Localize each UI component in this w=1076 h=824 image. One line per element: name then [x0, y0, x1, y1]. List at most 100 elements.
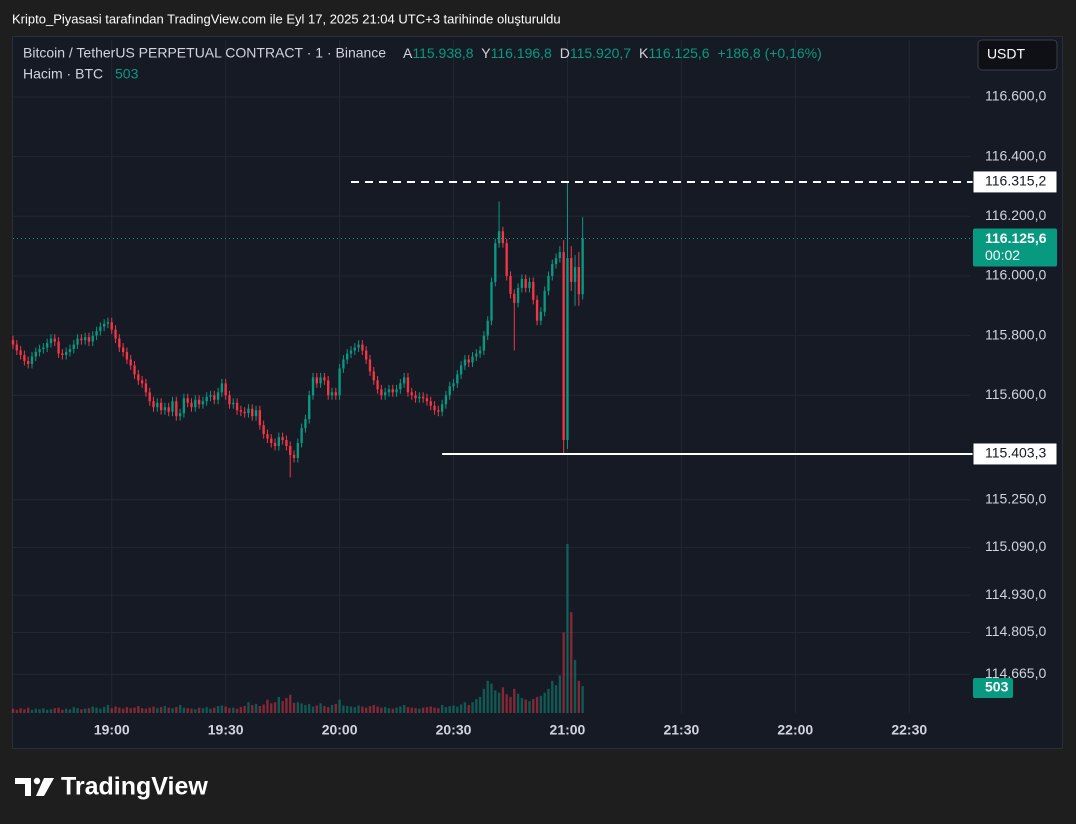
candle-body: [486, 320, 489, 336]
candle-body: [273, 443, 277, 447]
candle-body: [581, 238, 584, 295]
volume-bar: [72, 707, 75, 713]
logo-shape: [36, 778, 54, 796]
volume-bar: [387, 708, 391, 713]
volume-bar: [38, 709, 41, 713]
candle-body: [175, 401, 178, 417]
volume-bar: [532, 699, 535, 713]
candle-body: [448, 386, 451, 396]
volume-bar: [91, 706, 94, 713]
volume-bar: [270, 703, 273, 713]
currency-button[interactable]: [977, 39, 1058, 71]
volume-bar: [300, 703, 303, 713]
volume-bar: [144, 708, 148, 713]
legend-value: 116.125,6: [648, 45, 709, 61]
candle-body: [543, 290, 546, 312]
candle-body: [490, 281, 493, 321]
candle-body: [311, 377, 315, 396]
y-tick-label: 116.400,0: [985, 147, 1046, 163]
volume-bar: [68, 709, 72, 713]
candle-body: [228, 395, 231, 405]
candle-body: [239, 410, 243, 412]
candle-body: [494, 243, 497, 282]
candle-body: [357, 344, 360, 348]
candle-body: [452, 383, 455, 387]
x-tick-label: 22:00: [777, 722, 813, 738]
volume-bar: [581, 686, 584, 713]
volume-bar: [524, 699, 527, 713]
legend-value: 115.938,8: [412, 45, 473, 61]
x-tick-label: 19:00: [94, 722, 130, 738]
volume-bar: [444, 707, 448, 713]
candle-body: [577, 267, 581, 295]
candle-body: [163, 407, 167, 411]
x-tick-label: 19:30: [208, 722, 244, 738]
volume-bar: [516, 693, 520, 713]
volume-bar: [361, 706, 364, 713]
y-tick-label: 116.200,0: [985, 207, 1046, 223]
volume-bar: [459, 704, 463, 713]
volume-bar: [99, 708, 102, 713]
legend-key: Y: [481, 45, 491, 61]
candle-body: [251, 408, 254, 417]
candle-body: [342, 359, 345, 369]
candle-body: [182, 398, 186, 414]
legend-change: +186,8 (+0,16%): [717, 45, 821, 61]
volume-legend-value: 503: [115, 66, 139, 82]
logo-shape: [15, 778, 31, 796]
candle-body: [87, 337, 91, 342]
volume-bar: [285, 697, 288, 713]
candle-body: [167, 407, 170, 412]
volume-bar: [220, 705, 224, 713]
candle-body: [61, 353, 64, 356]
volume-bar: [15, 709, 18, 713]
volume-bar: [342, 705, 345, 713]
volume-bar: [61, 709, 64, 713]
volume-bar: [163, 706, 167, 713]
legend-value: 116.196,8: [491, 45, 552, 61]
candle-body: [471, 356, 474, 363]
candle-body: [125, 352, 129, 360]
candle-body: [402, 377, 406, 384]
candle-body: [406, 377, 410, 393]
candle-body: [535, 299, 539, 321]
volume-bar: [148, 707, 151, 713]
volume-bar: [243, 706, 246, 713]
currency-label[interactable]: USDT: [987, 46, 1026, 62]
y-tick-label: 114.665,0: [985, 665, 1046, 681]
volume-bar: [551, 680, 554, 713]
candle-body: [11, 340, 15, 345]
candle-body: [558, 252, 562, 259]
candle-body: [49, 338, 53, 344]
volume-bar: [304, 704, 307, 713]
candle-body: [482, 335, 486, 351]
candle-body: [539, 311, 543, 321]
candle-body: [513, 293, 516, 303]
volume-bar: [224, 706, 227, 713]
volume-bar: [125, 707, 129, 713]
volume-bar: [437, 708, 440, 713]
last-price-label: 116.125,6: [985, 230, 1047, 246]
volume-bar: [216, 706, 220, 713]
volume-bar: [175, 707, 178, 713]
candle-body: [140, 380, 144, 384]
candle-body: [110, 322, 113, 330]
volume-bar: [535, 696, 539, 713]
volume-bar: [323, 706, 326, 713]
candle-body: [114, 329, 117, 339]
volume-bar: [11, 708, 15, 713]
volume-bar: [429, 706, 432, 713]
volume-bar: [167, 707, 170, 713]
volume-bar: [201, 708, 205, 713]
volume-bar: [399, 706, 402, 713]
candle-body: [327, 380, 330, 396]
candle-body: [270, 438, 273, 444]
volume-bar: [418, 708, 421, 713]
symbol: Bitcoin / TetherUS PERPETUAL CONTRACT · …: [23, 45, 386, 61]
candle-body: [418, 396, 421, 399]
volume-bar: [528, 701, 531, 713]
candle-body: [102, 323, 106, 327]
volume-bar: [486, 680, 489, 713]
candle-body: [425, 398, 429, 402]
volume-bar: [23, 709, 26, 713]
